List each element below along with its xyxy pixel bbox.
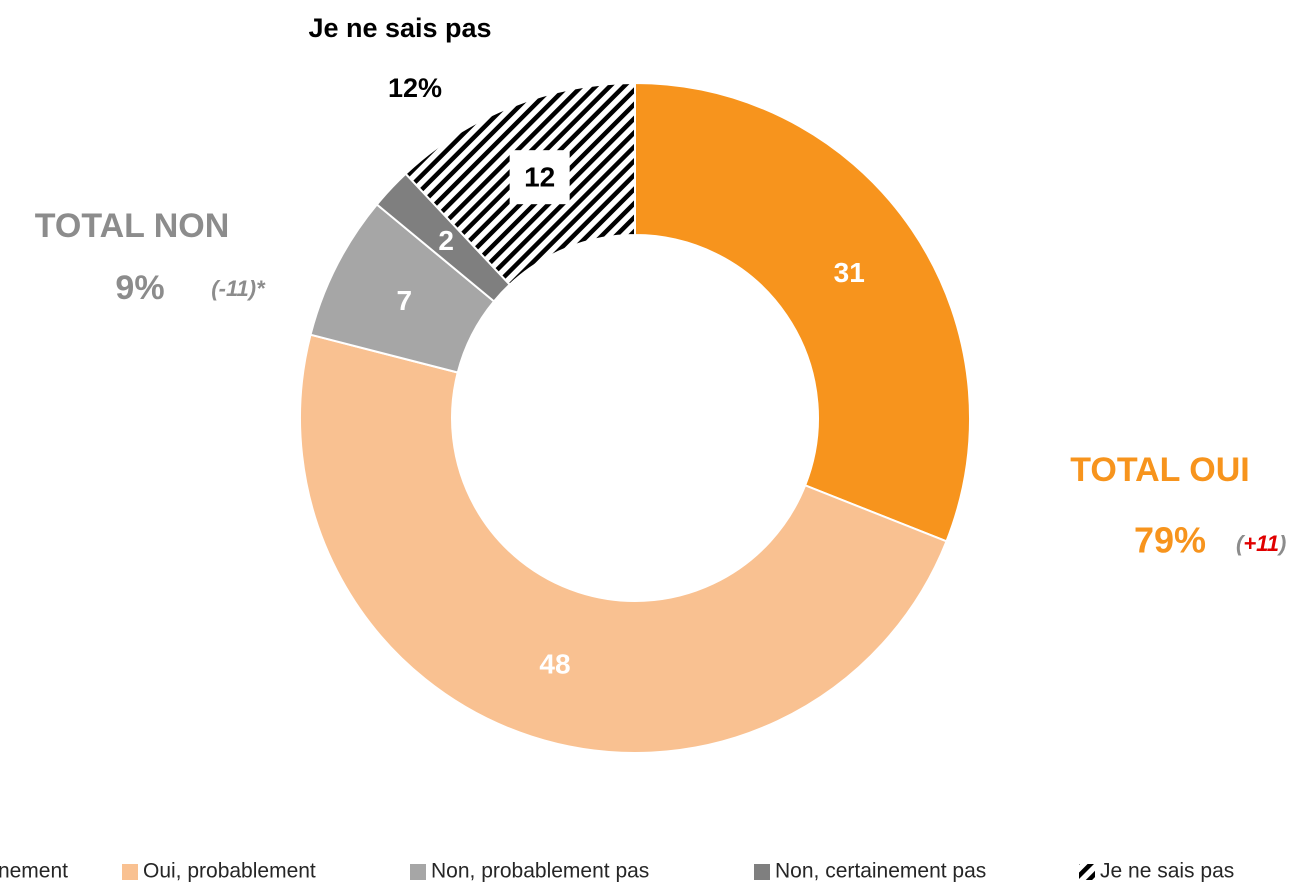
annotation: TOTAL OUI [1070,451,1249,489]
annotation: (-11)* [211,276,266,301]
legend-swatch [1079,864,1095,880]
data-label: 48 [539,649,570,680]
annotation-change: (+11) [1236,531,1286,556]
legend-swatch [410,864,426,880]
annotation: 79% [1134,520,1206,561]
annotation: 9% [115,269,164,307]
donut-slice [634,81,971,543]
annotation: TOTAL NON [35,207,230,245]
annotation: ) [1277,531,1286,556]
annotation: ( [1236,531,1246,556]
legend-swatch [122,864,138,880]
legend-label: Je ne sais pas [1100,860,1234,883]
donut-slice [299,333,948,754]
legend-swatch [754,864,770,880]
data-label: 2 [438,225,454,256]
annotation: Je ne sais pas [308,13,491,43]
label-box [509,150,570,205]
data-label: 31 [834,257,865,288]
legend-label: Oui, probablement [143,860,316,883]
annotation: 12% [388,73,442,103]
data-label: 12 [524,162,555,193]
legend-label: Non, probablement pas [431,860,649,883]
legend-label: Oui, certainement [0,860,68,883]
data-label: 7 [396,285,412,316]
annotation: +11 [1243,531,1279,556]
legend-label: Non, certainement pas [775,860,986,883]
